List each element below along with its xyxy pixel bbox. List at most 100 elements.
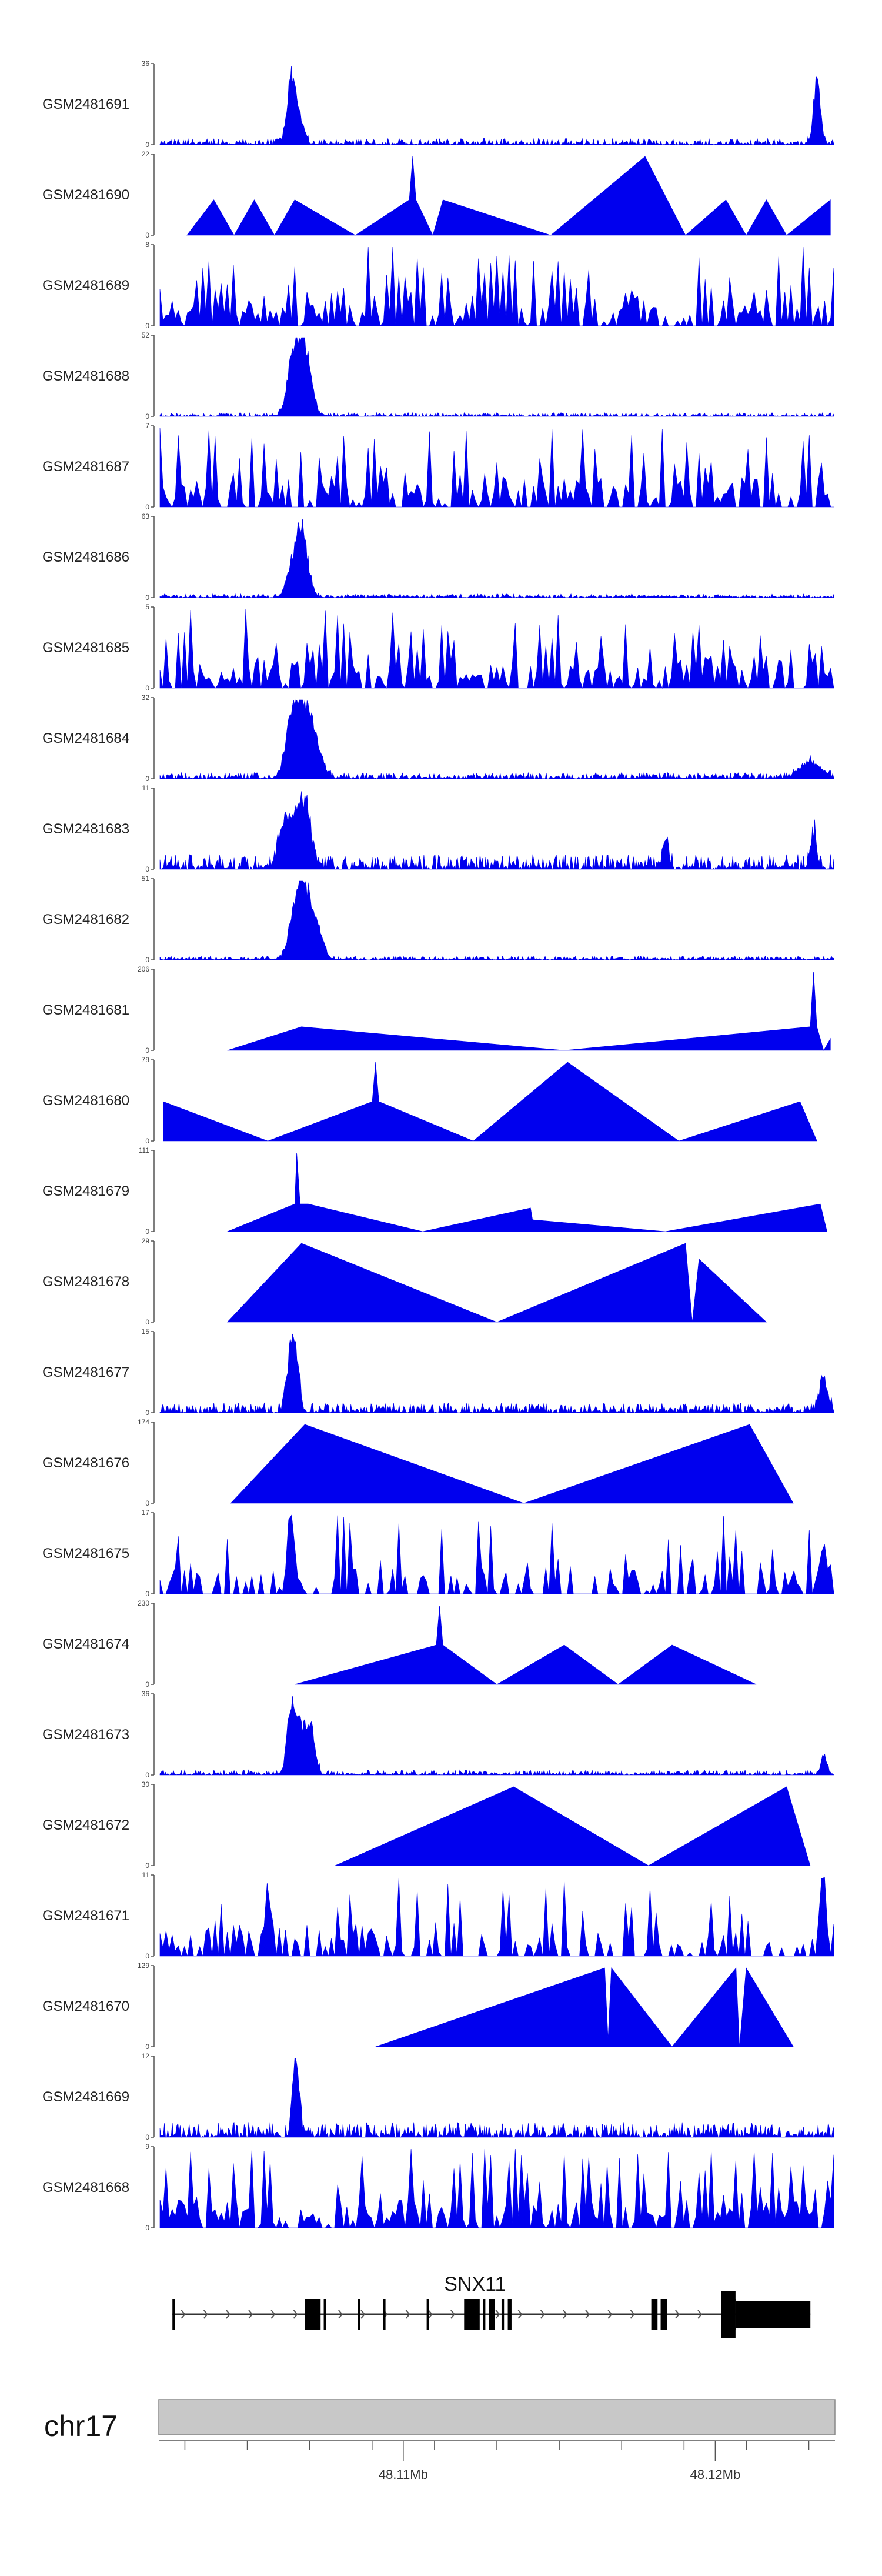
track-GSM2481680: GSM2481680 79 0 <box>42 1056 817 1145</box>
y-max-label: 17 <box>142 1509 150 1517</box>
y-max-label: 51 <box>142 875 150 883</box>
strand-arrow <box>293 2310 298 2319</box>
exon <box>721 2291 736 2338</box>
signal-area <box>159 1696 834 1776</box>
chromosome-bar <box>158 2399 836 2435</box>
signal-tracks: GSM2481691360GSM2481690220GSM248168980GS… <box>42 59 834 2232</box>
y-min-label: 0 <box>145 1952 149 1960</box>
signal-area <box>227 1152 827 1232</box>
y-max-label: 36 <box>142 1690 150 1698</box>
track-label: GSM2481670 <box>42 1998 129 2014</box>
signal-area <box>159 65 834 146</box>
track-label: GSM2481676 <box>42 1455 129 1471</box>
y-min-label: 0 <box>145 1499 149 1507</box>
track-label: GSM2481685 <box>42 640 129 656</box>
y-min-label: 0 <box>145 2133 149 2141</box>
track-label: GSM2481678 <box>42 1274 129 1290</box>
track-label: GSM2481687 <box>42 459 129 475</box>
exon <box>383 2299 386 2330</box>
signal-area <box>375 1967 794 2047</box>
signal-area <box>186 156 831 236</box>
track-GSM2481679: GSM2481679 111 0 <box>42 1146 827 1236</box>
y-min-label: 0 <box>145 1137 149 1145</box>
track-label: GSM2481669 <box>42 2089 129 2105</box>
y-max-label: 32 <box>142 693 150 702</box>
y-max-label: 7 <box>145 422 149 430</box>
y-max-label: 12 <box>142 2052 150 2060</box>
track-GSM2481686: GSM2481686 63 0 <box>42 512 834 602</box>
track-GSM2481688: GSM2481688 52 0 <box>42 331 834 421</box>
signal-area <box>159 1514 834 1595</box>
y-max-label: 11 <box>142 784 150 792</box>
y-min-label: 0 <box>145 956 149 964</box>
y-min-label: 0 <box>145 1861 149 1870</box>
strand-arrow <box>270 2310 276 2319</box>
y-max-label: 230 <box>138 1599 149 1607</box>
y-max-label: 52 <box>142 331 150 339</box>
y-min-label: 0 <box>145 865 149 873</box>
signal-area <box>159 2058 834 2138</box>
coordinate-label: 48.12Mb <box>690 2467 741 2482</box>
strand-arrow <box>630 2310 635 2319</box>
track-label: GSM2481686 <box>42 549 129 565</box>
y-min-label: 0 <box>145 1771 149 1779</box>
strand-arrow <box>338 2310 343 2319</box>
strand-arrow <box>405 2310 410 2319</box>
y-min-label: 0 <box>145 2043 149 2051</box>
track-GSM2481673: GSM2481673 36 0 <box>42 1690 834 1779</box>
track-label: GSM2481680 <box>42 1093 129 1109</box>
strand-arrow <box>427 2310 433 2319</box>
y-max-label: 30 <box>142 1780 150 1788</box>
track-label: GSM2481674 <box>42 1636 129 1652</box>
y-min-label: 0 <box>145 412 149 421</box>
exon <box>426 2299 429 2330</box>
track-label: GSM2481688 <box>42 368 129 384</box>
y-max-label: 29 <box>142 1237 150 1245</box>
exon <box>507 2299 512 2330</box>
track-label: GSM2481690 <box>42 187 129 203</box>
strand-arrow <box>540 2310 545 2319</box>
track-GSM2481689: GSM2481689 8 0 <box>42 241 834 330</box>
y-min-label: 0 <box>145 593 149 602</box>
y-min-label: 0 <box>145 2224 149 2232</box>
y-min-label: 0 <box>145 1590 149 1598</box>
track-label: GSM2481673 <box>42 1727 129 1743</box>
strand-arrow <box>585 2310 590 2319</box>
y-min-label: 0 <box>145 1046 149 1055</box>
signal-area <box>159 1333 834 1414</box>
strand-arrow <box>563 2310 568 2319</box>
exon <box>323 2299 326 2330</box>
exon <box>651 2299 658 2330</box>
signal-area <box>335 1786 811 1866</box>
genomic-axis: 48.11Mb 48.12Mb <box>159 2440 835 2482</box>
track-GSM2481690: GSM2481690 22 0 <box>42 150 831 239</box>
exon <box>483 2299 486 2330</box>
track-GSM2481685: GSM2481685 5 0 <box>42 603 834 692</box>
y-max-label: 206 <box>138 965 149 973</box>
y-min-label: 0 <box>145 1680 149 1689</box>
y-max-label: 174 <box>138 1418 149 1426</box>
strand-arrow <box>203 2310 208 2319</box>
gene-exons <box>172 2291 811 2338</box>
y-min-label: 0 <box>145 231 149 239</box>
axis-ticks: 48.11Mb 48.12Mb <box>184 2441 810 2482</box>
coordinate-label: 48.11Mb <box>379 2467 428 2482</box>
signal-area <box>159 518 834 598</box>
y-max-label: 9 <box>145 2143 149 2151</box>
y-max-label: 63 <box>142 512 150 520</box>
track-label: GSM2481691 <box>42 96 129 112</box>
y-max-label: 22 <box>142 150 150 158</box>
track-GSM2481678: GSM2481678 29 0 <box>42 1237 767 1326</box>
y-min-label: 0 <box>145 322 149 330</box>
track-GSM2481681: GSM2481681 206 0 <box>42 965 831 1055</box>
track-GSM2481677: GSM2481677 15 0 <box>42 1327 834 1417</box>
y-max-label: 36 <box>142 59 150 68</box>
track-label: GSM2481689 <box>42 278 129 293</box>
exon <box>172 2299 175 2330</box>
y-max-label: 79 <box>142 1056 150 1064</box>
exon <box>358 2299 360 2330</box>
signal-area <box>159 880 834 961</box>
strand-arrow <box>450 2310 456 2319</box>
track-GSM2481684: GSM2481684 32 0 <box>42 693 834 783</box>
